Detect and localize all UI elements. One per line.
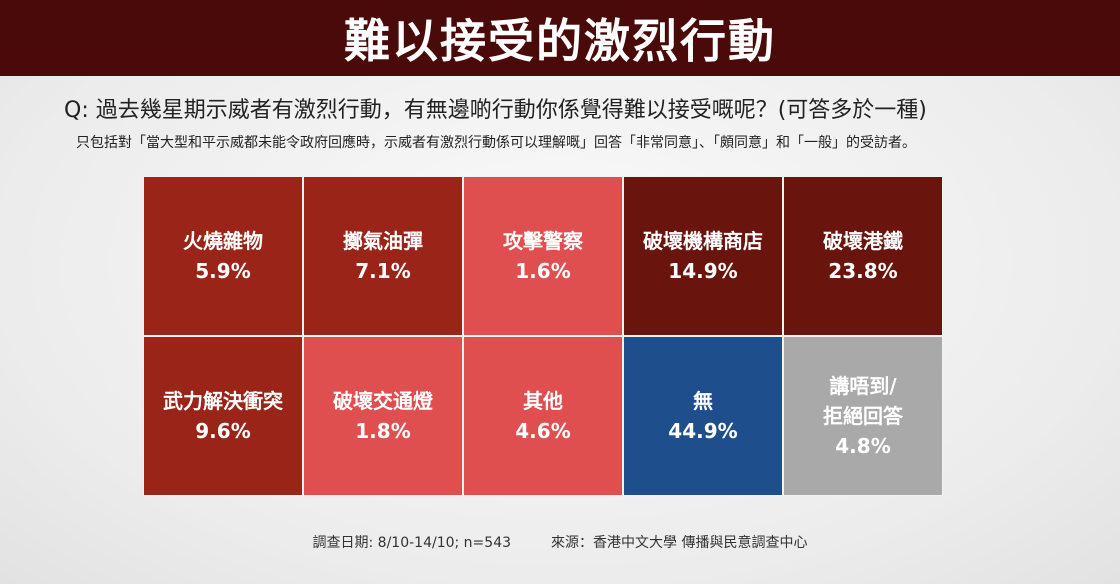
response-value: 9.6% [195,419,251,443]
response-value: 4.6% [515,419,571,443]
survey-note: 只包括對「當大型和平示威都未能令政府回應時，示威者有激烈行動係可以理解嘅」回答「… [76,135,916,151]
response-label: 攻擊警察 [503,229,583,253]
response-cell: 攻擊警察 1.6% [463,176,623,336]
response-cell: 其他 4.6% [463,336,623,496]
footer: 調查日期: 8/10-14/10; n=543 來源：香港中文大學 傳播與民意調查… [0,532,1120,552]
response-label: 武力解決衝突 [163,389,283,413]
response-label: 火燒雜物 [183,229,263,253]
response-cell: 破壞交通燈 1.8% [303,336,463,496]
response-cell: 擲氣油彈 7.1% [303,176,463,336]
source: 來源：香港中文大學 傳播與民意調查中心 [551,535,808,551]
response-label: 講唔到/ 拒絕回答 [823,374,903,428]
response-label: 無 [693,389,713,413]
survey-date: 調查日期: 8/10-14/10; n=543 [312,535,512,551]
response-value: 23.8% [828,259,898,283]
response-value: 4.8% [835,434,891,458]
response-value: 1.6% [515,259,571,283]
title-bar: 難以接受的激烈行動 [0,0,1120,76]
response-label: 其他 [523,389,563,413]
response-label: 破壞交通燈 [333,389,433,413]
response-value: 5.9% [195,259,251,283]
response-label: 破壞港鐵 [823,229,903,253]
response-value: 7.1% [355,259,411,283]
response-cell: 無 44.9% [623,336,783,496]
response-cell: 破壞機構商店 14.9% [623,176,783,336]
response-value: 1.8% [355,419,411,443]
response-label: 擲氣油彈 [343,229,423,253]
response-label: 破壞機構商店 [643,229,763,253]
response-value: 14.9% [668,259,738,283]
survey-question: Q: 過去幾星期示威者有激烈行動，有無邊啲行動你係覺得難以接受嘅呢？(可答多於一… [64,98,927,123]
response-cell: 武力解決衝突 9.6% [143,336,303,496]
response-value: 44.9% [668,419,738,443]
page-title: 難以接受的激烈行動 [344,14,776,68]
response-cell: 破壞港鐵 23.8% [783,176,943,336]
response-grid: 火燒雜物 5.9% 擲氣油彈 7.1% 攻擊警察 1.6% 破壞機構商店 14.9% 破壞港鐵 2… [143,176,943,496]
response-cell: 火燒雜物 5.9% [143,176,303,336]
response-cell: 講唔到/ 拒絕回答 4.8% [783,336,943,496]
